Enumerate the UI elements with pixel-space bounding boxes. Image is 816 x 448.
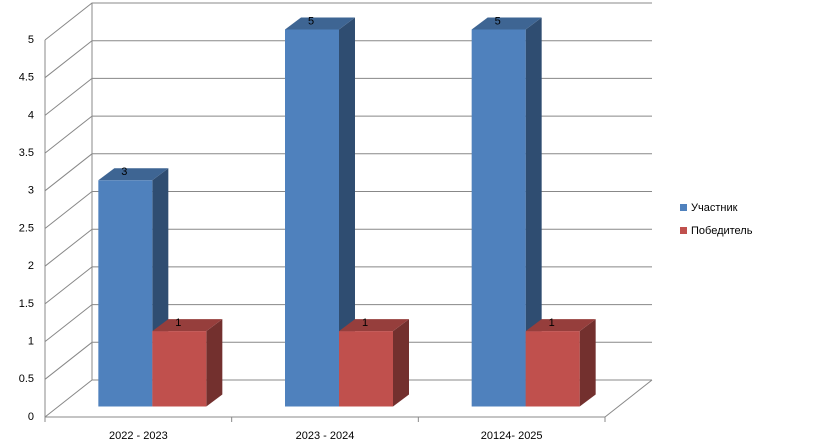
y-tick-label: 3 [28, 185, 34, 197]
bar [285, 29, 339, 407]
bar-top [285, 17, 355, 30]
bar-top [525, 319, 596, 332]
bar [525, 331, 580, 407]
floor-edge [604, 379, 653, 418]
legend-swatch [680, 204, 687, 211]
y-tick-label: 2.5 [19, 222, 34, 234]
legend-label: Победитель [691, 225, 753, 237]
value-label: 5 [308, 15, 314, 27]
y-tick-label: 2 [28, 260, 34, 272]
y-tick-label: 1 [28, 336, 34, 348]
y-tick-label: 0 [28, 411, 34, 423]
bar-top [339, 319, 409, 332]
y-tick-label: 3.5 [19, 147, 34, 159]
x-tick-label: 20124- 2025 [481, 430, 543, 442]
value-label: 1 [362, 317, 368, 329]
y-tick-label: 4.5 [19, 72, 34, 84]
bar-top [152, 319, 223, 332]
y-tick-label: 1.5 [19, 298, 34, 310]
value-label: 1 [175, 317, 181, 329]
bar [152, 331, 207, 407]
bar-side [393, 319, 409, 407]
legend-label: Участник [691, 202, 738, 214]
value-label: 5 [495, 15, 501, 27]
value-label: 3 [121, 166, 127, 178]
bar [339, 331, 393, 407]
bar-side [525, 17, 542, 407]
y-tick-label: 5 [28, 34, 34, 46]
bar-side [339, 17, 355, 407]
x-tick-label: 2022 - 2023 [109, 430, 168, 442]
y-tick-label: 4 [28, 109, 34, 121]
bar-side [206, 319, 223, 407]
x-tick-label: 2023 - 2024 [296, 430, 355, 442]
y-tick-label: 0.5 [19, 373, 34, 385]
legend-swatch [680, 227, 687, 234]
bar-side [579, 319, 596, 407]
bar [471, 29, 526, 407]
value-label: 1 [549, 317, 555, 329]
bar [98, 180, 153, 407]
bar-top [98, 168, 169, 181]
bar-top [471, 17, 542, 30]
